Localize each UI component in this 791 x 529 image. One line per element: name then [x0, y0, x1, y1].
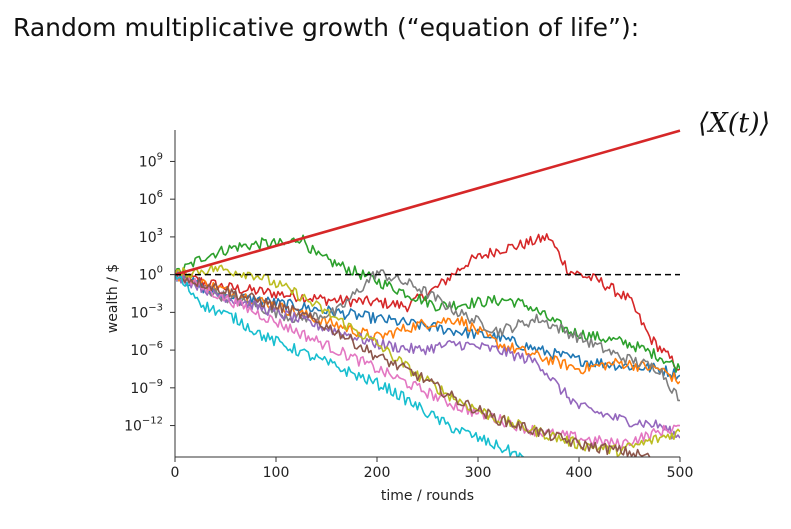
x-tick-label: 200 — [364, 465, 391, 481]
trajectory-green — [175, 234, 680, 373]
trajectories — [175, 233, 680, 457]
trajectory-pink — [175, 274, 680, 450]
axes: 0 100 200 300 400 500 109 106 103 100 10−3 10−6 10−9… — [124, 130, 693, 481]
y-tick-label: 10−9 — [130, 378, 163, 397]
y-tick-label: 106 — [139, 189, 163, 208]
x-tick-label: 300 — [465, 465, 492, 481]
x-tick-label: 400 — [566, 465, 593, 481]
x-tick-label: 0 — [171, 465, 180, 481]
y-tick-label: 109 — [139, 151, 163, 170]
trajectory-cyan — [175, 274, 524, 457]
y-tick-label: 103 — [139, 227, 163, 246]
x-tick-label: 500 — [667, 465, 694, 481]
y-tick-label: 10−6 — [130, 340, 163, 359]
y-axis-label: wealth / $ — [105, 264, 121, 333]
x-tick-label: 100 — [263, 465, 290, 481]
mean-line — [174, 129, 681, 276]
trajectory-purple — [175, 270, 680, 440]
y-tick-label: 100 — [139, 265, 163, 284]
y-tick-label: 10−12 — [124, 416, 163, 435]
mean-line-label: ⟨X(t)⟩ — [698, 108, 771, 139]
trajectory-brown — [175, 272, 651, 457]
axis-labels: time / rounds wealth / $ — [105, 264, 474, 504]
y-tick-label: 10−3 — [130, 302, 163, 321]
slide-title: Random multiplicative growth (“equation … — [13, 13, 640, 42]
x-axis-label: time / rounds — [381, 488, 474, 504]
mean-line-group — [174, 129, 681, 276]
